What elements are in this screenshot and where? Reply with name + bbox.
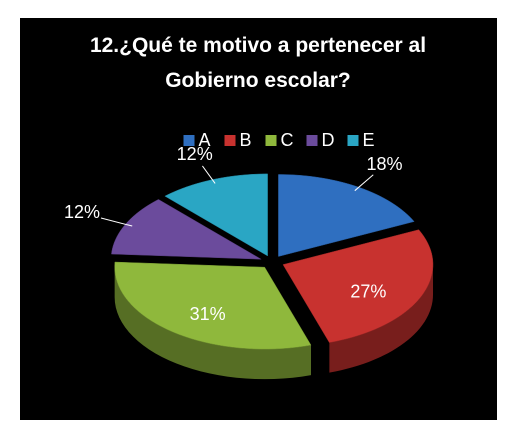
chart-title: 12.¿Qué te motivo a pertenecer al Gobier… xyxy=(89,34,427,92)
legend-label: C xyxy=(281,130,294,150)
data-label: 12% xyxy=(64,202,100,222)
legend-swatch xyxy=(183,135,195,146)
data-label: 27% xyxy=(350,282,386,302)
legend-label: D xyxy=(322,130,335,150)
slice xyxy=(282,229,434,343)
data-label: 12% xyxy=(177,144,213,164)
legend-swatch xyxy=(306,135,318,146)
leader-line xyxy=(354,174,374,192)
leader-line xyxy=(100,217,133,227)
slice xyxy=(114,261,312,350)
leader-line xyxy=(202,165,216,184)
data-label: 18% xyxy=(367,154,403,174)
legend-label: A xyxy=(199,130,211,150)
data-label: 31% xyxy=(190,304,226,324)
slice-side xyxy=(329,264,434,373)
legend-label: E xyxy=(363,130,375,150)
legend-label: B xyxy=(240,130,252,150)
legend-swatch xyxy=(224,135,236,146)
legend-swatch xyxy=(347,135,359,146)
slice-side xyxy=(114,267,311,380)
legend-swatch xyxy=(265,135,277,146)
